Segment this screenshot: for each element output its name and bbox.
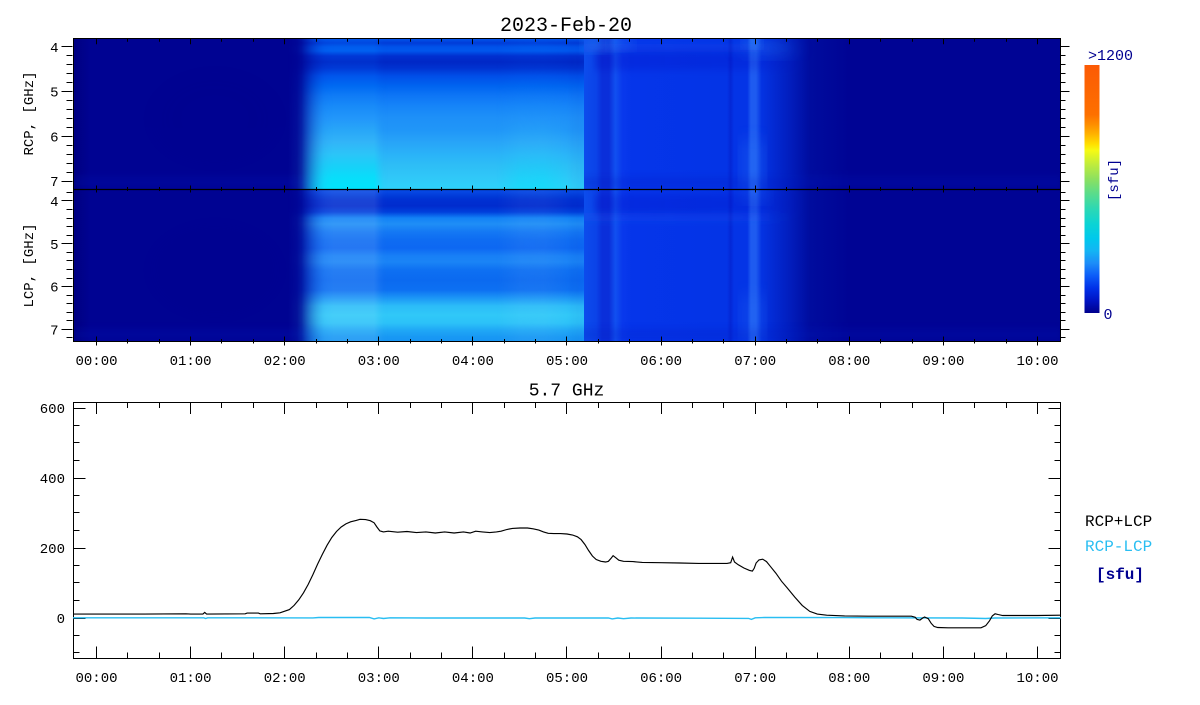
svg-text:06:00: 06:00: [640, 354, 682, 370]
svg-text:04:00: 04:00: [452, 671, 494, 687]
svg-text:2023-Feb-20: 2023-Feb-20: [500, 15, 632, 38]
svg-text:RCP-LCP: RCP-LCP: [1085, 538, 1152, 556]
svg-text:05:00: 05:00: [546, 354, 588, 370]
svg-text:08:00: 08:00: [828, 671, 870, 687]
svg-text:6: 6: [50, 281, 58, 297]
svg-text:00:00: 00:00: [75, 671, 117, 687]
svg-text:03:00: 03:00: [358, 671, 400, 687]
svg-text:7: 7: [50, 175, 58, 191]
svg-text:08:00: 08:00: [828, 354, 870, 370]
svg-text:6: 6: [50, 130, 58, 146]
svg-text:200: 200: [40, 542, 65, 558]
svg-text:LCP, [GHz]: LCP, [GHz]: [22, 223, 38, 307]
svg-text:06:00: 06:00: [640, 671, 682, 687]
svg-text:RCP, [GHz]: RCP, [GHz]: [22, 71, 38, 155]
svg-text:03:00: 03:00: [358, 354, 400, 370]
svg-text:05:00: 05:00: [546, 671, 588, 687]
svg-text:10:00: 10:00: [1016, 671, 1058, 687]
svg-text:02:00: 02:00: [264, 354, 306, 370]
svg-text:[sfu]: [sfu]: [1096, 566, 1144, 584]
svg-text:07:00: 07:00: [734, 671, 776, 687]
svg-text:4: 4: [50, 41, 58, 57]
svg-text:5: 5: [50, 238, 58, 254]
svg-text:04:00: 04:00: [452, 354, 494, 370]
svg-text:0: 0: [1104, 307, 1113, 324]
svg-text:09:00: 09:00: [922, 354, 964, 370]
svg-text:07:00: 07:00: [734, 354, 776, 370]
svg-text:09:00: 09:00: [922, 671, 964, 687]
svg-text:>1200: >1200: [1088, 48, 1133, 65]
svg-text:0: 0: [57, 612, 65, 628]
svg-text:02:00: 02:00: [264, 671, 306, 687]
svg-text:400: 400: [40, 472, 65, 488]
svg-text:5.7 GHz: 5.7 GHz: [529, 382, 605, 402]
svg-text:01:00: 01:00: [170, 354, 212, 370]
svg-text:5: 5: [50, 86, 58, 102]
svg-text:01:00: 01:00: [170, 671, 212, 687]
svg-text:00:00: 00:00: [75, 354, 117, 370]
svg-text:RCP+LCP: RCP+LCP: [1085, 513, 1152, 531]
svg-text:10:00: 10:00: [1016, 354, 1058, 370]
svg-text:[sfu]: [sfu]: [1107, 159, 1123, 201]
svg-text:4: 4: [50, 195, 58, 211]
svg-text:7: 7: [50, 323, 58, 339]
svg-text:600: 600: [40, 402, 65, 418]
